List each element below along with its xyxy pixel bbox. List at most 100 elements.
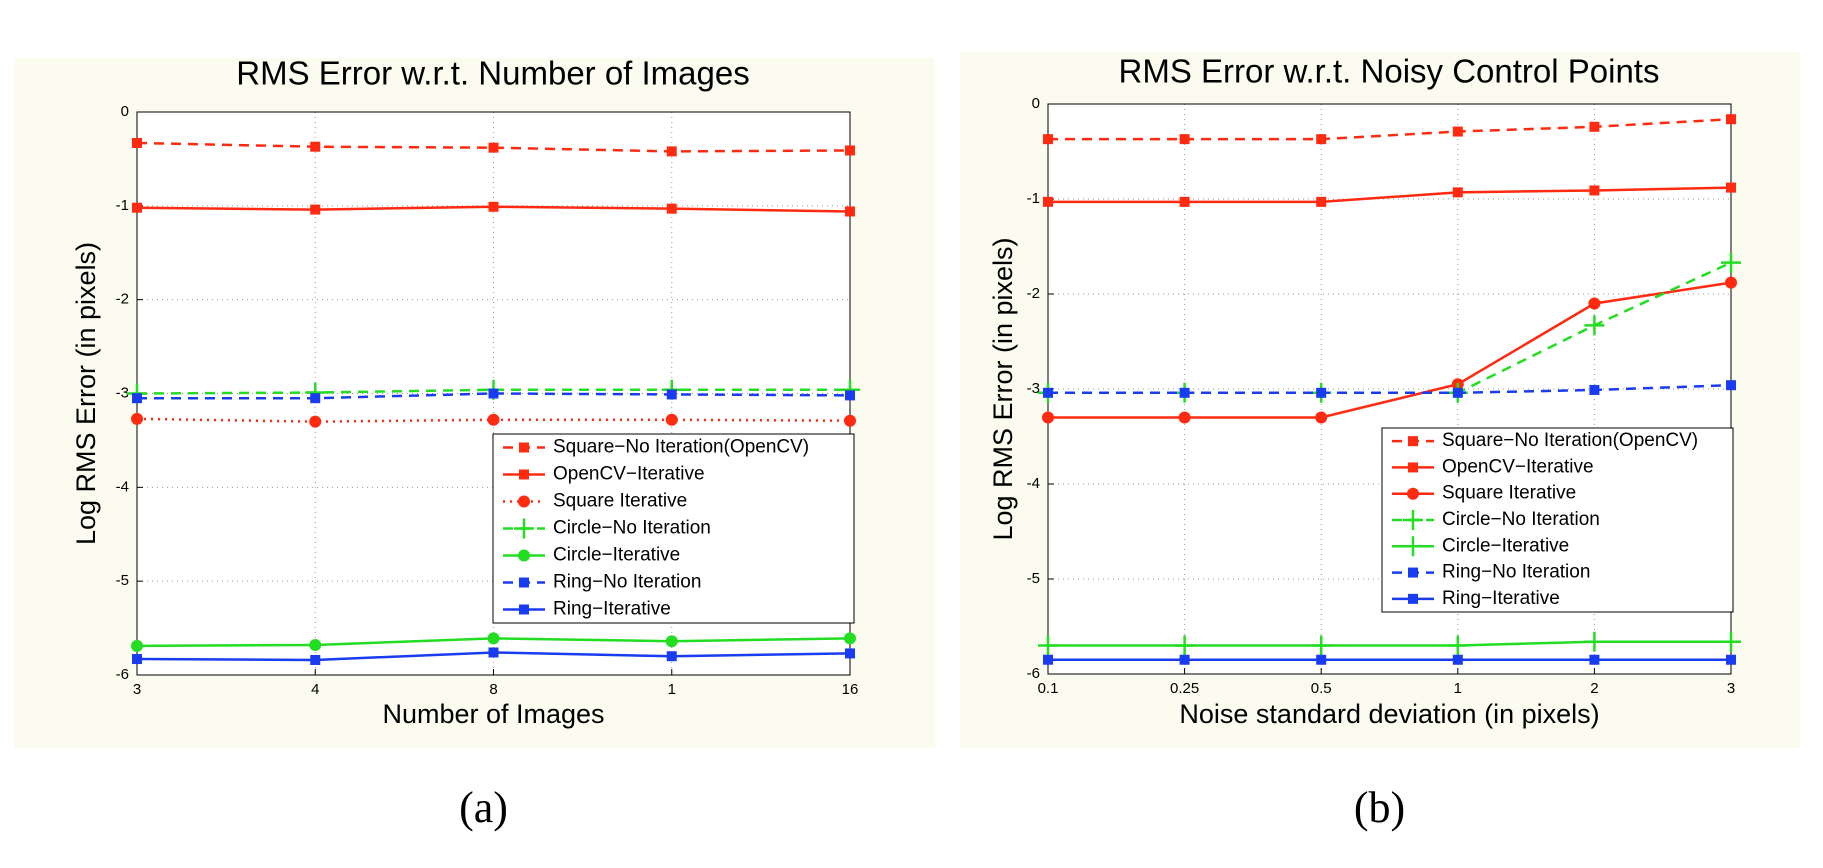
marker <box>1584 315 1605 336</box>
y-tick-label: -2 <box>1027 285 1040 302</box>
marker <box>1726 182 1736 193</box>
y-tick-label: 0 <box>121 103 129 120</box>
marker <box>1452 387 1463 398</box>
marker <box>1408 436 1418 447</box>
x-tick-label: 2 <box>1590 680 1598 697</box>
x-tick-label: 0.1 <box>1038 680 1059 697</box>
marker <box>1179 654 1190 665</box>
marker <box>1589 654 1600 665</box>
marker <box>488 647 499 658</box>
y-tick-label: -3 <box>1027 380 1040 397</box>
marker <box>518 549 530 562</box>
marker <box>1311 635 1332 656</box>
marker <box>1452 126 1463 137</box>
marker <box>310 654 321 665</box>
legend-label: Ring−No Iteration <box>553 572 701 593</box>
series-line <box>1048 383 1732 395</box>
y-tick-label: -2 <box>116 291 129 308</box>
marker <box>488 142 499 153</box>
marker <box>488 201 499 212</box>
marker <box>666 146 677 157</box>
caption: (a) <box>459 783 508 832</box>
marker <box>1179 134 1190 145</box>
marker <box>844 632 856 645</box>
marker <box>131 639 143 652</box>
legend-label: Circle−Iterative <box>553 545 680 566</box>
marker <box>519 442 529 453</box>
x-tick-label: 16 <box>842 681 859 698</box>
marker <box>1316 134 1327 145</box>
marker <box>1043 387 1053 398</box>
y-tick-label: -6 <box>116 666 129 683</box>
series-line <box>1048 186 1732 204</box>
marker <box>1447 635 1468 656</box>
legend-label: OpenCV−Iterative <box>553 464 705 485</box>
legend-label: Square Iterative <box>553 491 687 512</box>
marker <box>132 654 142 665</box>
marker <box>666 651 677 662</box>
marker <box>488 388 499 399</box>
marker <box>1179 387 1190 398</box>
marker <box>1038 635 1058 656</box>
marker <box>487 632 500 645</box>
marker <box>1726 654 1736 665</box>
marker <box>132 393 142 404</box>
marker <box>1721 252 1741 273</box>
marker <box>1589 121 1600 132</box>
y-axis-label: Log RMS Error (in pixels) <box>71 242 101 545</box>
marker <box>310 393 321 404</box>
marker <box>1315 411 1328 424</box>
marker <box>310 141 321 152</box>
marker <box>1588 297 1601 310</box>
y-axis-label: Log RMS Error (in pixels) <box>988 237 1018 540</box>
marker <box>1179 196 1190 207</box>
x-tick-label: 4 <box>311 681 319 698</box>
series-line <box>1048 117 1732 141</box>
marker <box>519 604 529 615</box>
marker <box>487 413 500 426</box>
x-axis-label: Number of Images <box>382 699 604 729</box>
marker <box>1043 134 1053 145</box>
marker <box>131 412 143 425</box>
legend-label: Ring−No Iteration <box>1442 562 1590 583</box>
marker <box>1589 384 1600 395</box>
marker <box>519 577 529 588</box>
legend-label: Ring−Iterative <box>553 599 671 620</box>
marker <box>1726 380 1736 391</box>
legend-label: Square Iterative <box>1442 483 1576 504</box>
marker <box>1174 635 1195 656</box>
marker <box>665 635 678 648</box>
marker <box>1721 631 1741 652</box>
marker <box>1316 387 1327 398</box>
series-line <box>1048 640 1731 647</box>
y-tick-label: -1 <box>116 197 129 214</box>
marker <box>518 495 530 508</box>
x-axis-label: Noise standard deviation (in pixels) <box>1179 699 1599 729</box>
legend-box <box>1381 427 1734 613</box>
marker <box>1403 510 1423 530</box>
y-tick-label: -1 <box>1027 190 1040 207</box>
marker <box>309 415 322 428</box>
marker <box>845 145 855 156</box>
marker <box>514 518 534 539</box>
x-tick-label: 0.25 <box>1170 680 1199 697</box>
y-tick-label: -4 <box>116 478 129 495</box>
marker <box>132 137 142 148</box>
legend-label: Ring−Iterative <box>1442 588 1560 609</box>
marker <box>666 203 677 214</box>
y-tick-label: -5 <box>1027 570 1040 587</box>
marker <box>1403 536 1423 557</box>
marker <box>666 389 677 400</box>
marker <box>1452 187 1463 198</box>
marker <box>1316 196 1327 207</box>
legend-label: Square−No Iteration(OpenCV) <box>1442 430 1698 451</box>
legend-label: Circle−No Iteration <box>553 518 711 539</box>
legend-label: Circle−No Iteration <box>1442 509 1600 530</box>
legend-box <box>492 433 855 624</box>
x-tick-label: 1 <box>1454 680 1462 697</box>
marker <box>1726 114 1736 125</box>
marker <box>519 469 529 480</box>
marker <box>1407 487 1419 500</box>
x-tick-label: 3 <box>1727 680 1735 697</box>
